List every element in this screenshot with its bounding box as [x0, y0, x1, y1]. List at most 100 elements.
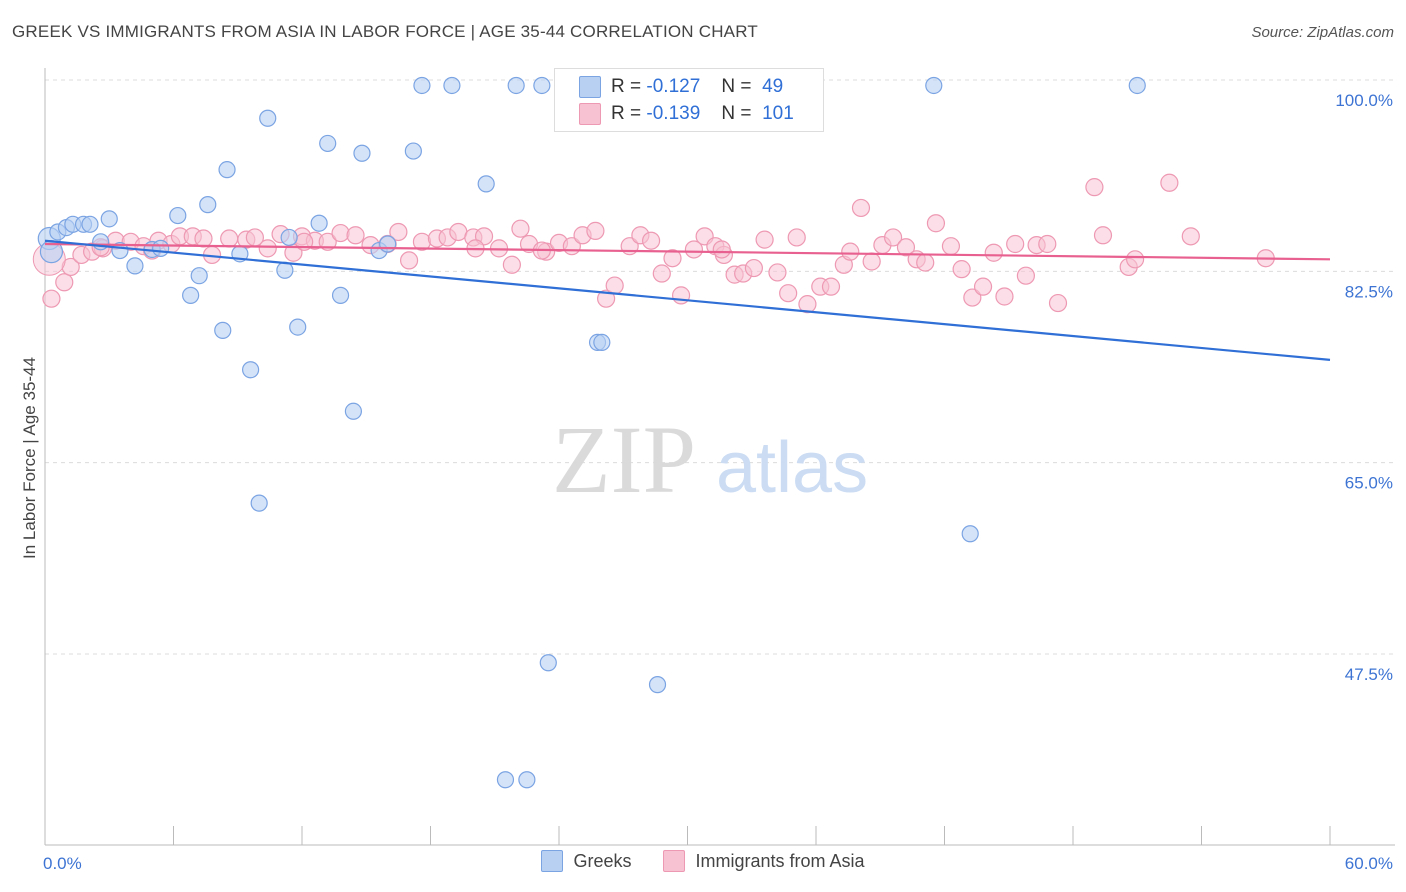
r-value-greeks: -0.127 [646, 76, 701, 97]
source-label: Source: ZipAtlas.com [1251, 24, 1394, 41]
asia-point [941, 237, 961, 256]
asia-point [641, 231, 661, 250]
asia-point [597, 289, 616, 308]
bottom-legend: Greeks Immigrants from Asia [0, 850, 1406, 872]
asia-point [1085, 178, 1104, 197]
greeks-point [331, 286, 350, 304]
greeks-point [344, 402, 362, 420]
asia-point [331, 223, 350, 243]
greeks-point [199, 196, 217, 214]
greeks-point [276, 261, 294, 279]
asia-point [1006, 234, 1025, 254]
greeks-point [379, 235, 397, 253]
greeks-point [648, 676, 667, 694]
asia-legend-swatch [663, 850, 686, 872]
asia-point [586, 221, 605, 240]
asia-point [851, 198, 871, 218]
greeks-point [152, 239, 170, 257]
y-tick-label: 47.5% [1345, 665, 1393, 684]
greeks-point [404, 142, 422, 160]
greeks-point [280, 228, 298, 247]
greeks-point [100, 210, 118, 228]
greeks-point [169, 206, 187, 225]
n-value-asia: 101 [762, 103, 794, 124]
legend-greeks-label: Greeks [573, 850, 632, 871]
greeks-point [319, 134, 337, 153]
asia-point [1093, 226, 1113, 245]
greeks-point [310, 214, 328, 232]
series-immigrants-from-asia [32, 173, 1275, 314]
asia-point [258, 239, 277, 258]
legend-asia-label: Immigrants from Asia [695, 850, 865, 871]
asia-trend-line [44, 242, 1331, 261]
y-tick-label: 82.5% [1345, 282, 1393, 301]
asia-point [841, 242, 860, 261]
legend-item-asia: Immigrants from Asia [663, 850, 865, 872]
greeks-point [190, 267, 208, 285]
greeks-point [1128, 76, 1146, 95]
greeks-point [593, 333, 611, 351]
asia-swatch [579, 103, 601, 125]
r-value-asia: -0.139 [646, 103, 701, 124]
greeks-swatch [579, 76, 601, 98]
greeks-point [443, 76, 461, 95]
watermark-zip: ZIP [552, 406, 696, 513]
asia-point [787, 228, 806, 247]
greeks-point [250, 494, 268, 512]
asia-point [883, 228, 903, 247]
asia-point [798, 295, 817, 314]
asia-point [1181, 227, 1200, 246]
y-axis-title: In Labor Force | Age 35-44 [20, 357, 39, 559]
y-tick-label: 65.0% [1345, 474, 1393, 493]
chart-title: GREEK VS IMMIGRANTS FROM ASIA IN LABOR F… [12, 22, 758, 41]
asia-point [952, 260, 971, 279]
asia-point [1048, 293, 1068, 313]
greeks-trend-line [44, 239, 1331, 361]
greeks-point [81, 215, 99, 233]
greeks-point [242, 361, 260, 379]
n-label: N = [721, 76, 752, 97]
asia-point [916, 253, 935, 272]
asia-point [712, 240, 731, 259]
asia-point [768, 263, 787, 282]
r-label: R = [611, 103, 642, 124]
greeks-point [961, 525, 979, 543]
x-tick-label-min: 0.0% [43, 854, 82, 873]
asia-point [684, 240, 704, 259]
watermark-atlas: atlas [716, 428, 868, 508]
asia-point [55, 273, 74, 292]
n-value-greeks: 49 [762, 76, 784, 97]
greeks-point [214, 321, 232, 339]
asia-point [42, 289, 61, 308]
greeks-point [477, 175, 495, 193]
asia-point [862, 252, 881, 271]
n-label: N = [721, 103, 752, 124]
legend-item-greeks: Greeks [541, 850, 631, 872]
asia-point [1160, 173, 1179, 192]
y-tick-label: 100.0% [1335, 91, 1393, 110]
asia-point [1038, 234, 1057, 254]
asia-point [973, 277, 993, 296]
axis-labels: 47.5% 65.0% 82.5% 100.0% 0.0% 60.0% [43, 91, 1393, 873]
greeks-legend-swatch [541, 850, 564, 872]
stats-legend: R = -0.127 N = 49 R = -0.139 N = 101 [554, 68, 824, 132]
r-label: R = [611, 76, 642, 97]
watermark: ZIP atlas [552, 406, 868, 513]
asia-point [1126, 250, 1145, 269]
greeks-point [925, 76, 943, 95]
asia-point [605, 276, 624, 295]
greeks-point [289, 318, 307, 336]
greeks-point [507, 76, 525, 95]
asia-point [995, 287, 1014, 306]
greeks-point [218, 161, 236, 179]
asia-point [663, 249, 682, 268]
greeks-point [353, 144, 371, 162]
asia-point [389, 222, 408, 242]
asia-point [652, 264, 671, 283]
asia-point [755, 230, 774, 249]
asia-point [318, 232, 337, 251]
asia-point [744, 258, 763, 278]
asia-point [194, 229, 213, 248]
asia-point [220, 229, 239, 248]
